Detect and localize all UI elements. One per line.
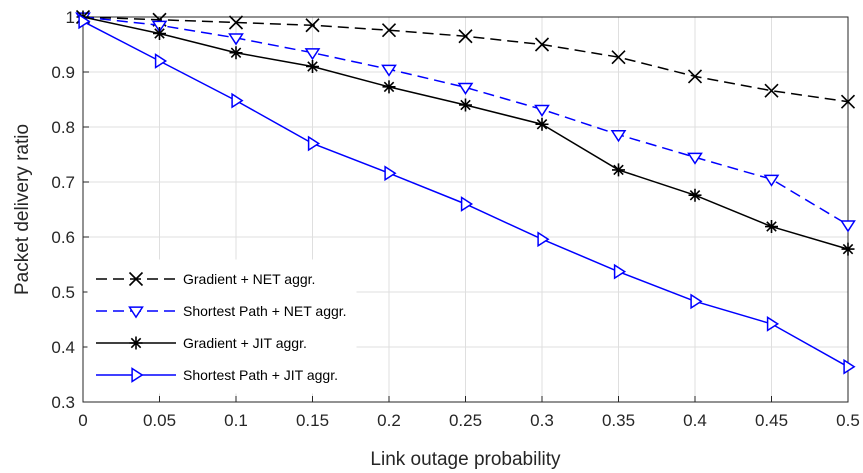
- y-tick-label: 0.3: [51, 393, 75, 412]
- series-line: [82, 16, 849, 226]
- triangle-down-marker: [840, 220, 856, 233]
- triangle-right-marker: [690, 293, 703, 310]
- plot-frame: [82, 16, 849, 403]
- y-tick-label: 0.8: [51, 118, 75, 137]
- legend-item: Gradient + NET aggr.: [96, 271, 315, 287]
- x-marker: [228, 15, 244, 30]
- triangle-down-marker: [304, 48, 321, 61]
- x-tick-label: 0.5: [836, 411, 860, 430]
- asterisk-marker: [382, 80, 396, 94]
- series-4: [78, 13, 856, 375]
- triangle-down-marker: [763, 174, 780, 187]
- triangle-right-marker: [843, 358, 856, 375]
- asterisk-marker: [459, 98, 472, 112]
- triangle-right-marker: [78, 13, 91, 30]
- triangle-down-marker: [381, 64, 397, 77]
- x-marker: [305, 18, 320, 33]
- x-marker: [687, 69, 703, 84]
- legend-label: Shortest Path + NET aggr.: [183, 303, 347, 319]
- x-marker: [458, 29, 473, 44]
- x-tick-label: 0.45: [755, 411, 788, 430]
- y-axis-title: Packet delivery ratio: [12, 124, 33, 295]
- triangle-right-marker: [307, 135, 321, 152]
- triangle-right-marker: [613, 263, 627, 280]
- x-marker: [381, 23, 397, 38]
- x-tick-label: 0.2: [377, 411, 401, 430]
- x-tick-label: 0.4: [683, 411, 707, 430]
- series-3: [76, 10, 855, 256]
- x-tick-label: 0: [78, 411, 87, 430]
- x-marker: [128, 271, 144, 287]
- x-marker: [611, 50, 626, 65]
- legend-label: Shortest Path + JIT aggr.: [183, 367, 338, 383]
- y-tick-label: 0.5: [51, 283, 75, 302]
- triangle-down-marker: [687, 152, 703, 165]
- y-tick-label: 0.9: [51, 63, 75, 82]
- legend-item: Gradient + JIT aggr.: [96, 335, 307, 351]
- x-tick-label: 0.05: [143, 411, 176, 430]
- x-tick-label: 0.3: [530, 411, 554, 430]
- x-axis-title: Link outage probability: [370, 449, 561, 470]
- asterisk-marker: [229, 46, 243, 60]
- asterisk-marker: [841, 242, 855, 256]
- asterisk-marker: [765, 220, 778, 234]
- asterisk-marker: [535, 117, 549, 131]
- triangle-right-marker: [131, 367, 144, 383]
- triangle-right-marker: [384, 165, 397, 182]
- triangle-right-marker: [537, 231, 550, 248]
- x-tick-label: 0.15: [296, 411, 329, 430]
- triangle-right-marker: [766, 316, 780, 332]
- x-tick-label: 0.25: [449, 411, 482, 430]
- triangle-down-marker: [457, 82, 474, 95]
- triangle-down-marker: [128, 306, 144, 319]
- asterisk-marker: [688, 188, 702, 202]
- legend-label: Gradient + NET aggr.: [183, 271, 315, 287]
- x-tick-label: 0.35: [602, 411, 635, 430]
- triangle-right-marker: [231, 92, 244, 109]
- legend: Gradient + NET aggr. Shortest Path + NET …: [87, 259, 357, 394]
- x-marker: [764, 83, 779, 98]
- asterisk-marker: [612, 163, 625, 177]
- y-tick-label: 0.7: [51, 173, 75, 192]
- triangle-right-marker: [154, 53, 168, 69]
- y-tick-label: 1: [66, 8, 75, 27]
- x-marker: [534, 37, 550, 52]
- triangle-down-marker: [534, 104, 550, 117]
- y-axis-ticks: 0.3 0.4 0.5 0.6 0.7 0.8 0.9 1: [51, 8, 89, 412]
- triangle-right-marker: [460, 196, 474, 212]
- y-tick-label: 0.4: [51, 338, 75, 357]
- legend-item: Shortest Path + JIT aggr.: [96, 367, 338, 383]
- legend-label: Gradient + JIT aggr.: [183, 335, 307, 351]
- triangle-down-marker: [151, 20, 168, 33]
- triangle-down-marker: [610, 130, 627, 143]
- triangle-down-marker: [228, 33, 244, 46]
- x-marker: [840, 94, 856, 109]
- asterisk-marker: [153, 27, 166, 40]
- x-tick-label: 0.1: [224, 411, 248, 430]
- asterisk-marker: [129, 336, 143, 350]
- asterisk-marker: [306, 60, 319, 73]
- series-group: [75, 9, 856, 375]
- legend-item: Shortest Path + NET aggr.: [96, 303, 347, 319]
- y-tick-label: 0.6: [51, 228, 75, 247]
